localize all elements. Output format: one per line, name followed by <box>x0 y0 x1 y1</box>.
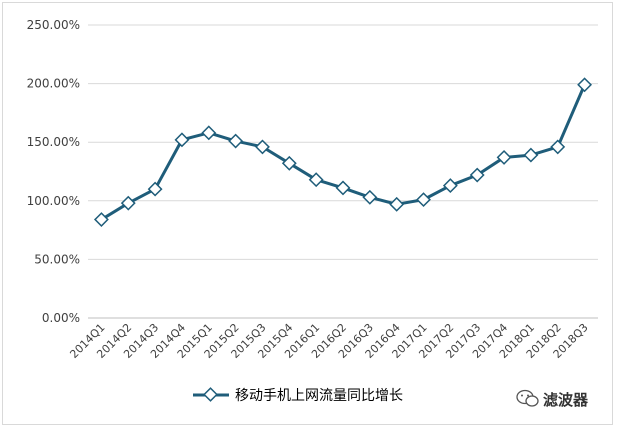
data-point <box>442 178 458 193</box>
data-point <box>174 132 190 148</box>
chart-frame: 0.00% 50.00% 100.00% 150.00% 200.00% 250.00% … <box>2 2 613 425</box>
series-line <box>100 84 586 221</box>
data-point <box>496 150 512 165</box>
data-point <box>416 192 431 208</box>
data-point <box>120 195 136 211</box>
data-point <box>335 180 351 196</box>
wechat-icon <box>516 389 539 407</box>
data-point <box>469 167 485 183</box>
watermark-text: 滤波器 <box>543 391 589 409</box>
data-point <box>577 77 593 93</box>
line-chart: 0.00%50.00%100.00%150.00%200.00%250.00% … <box>27 18 598 409</box>
data-point <box>228 133 244 149</box>
x-axis-ticks: 2014Q12014Q22014Q32014Q42015Q12015Q22015… <box>67 321 590 361</box>
legend-label: 移动手机上网流量同比增长 <box>235 388 403 404</box>
data-point <box>308 172 324 188</box>
data-point <box>523 147 539 163</box>
data-point <box>362 189 378 205</box>
data-point <box>281 155 297 171</box>
legend: 移动手机上网流量同比增长 <box>193 387 403 404</box>
y-tick-label: 100.00% <box>27 194 80 208</box>
data-point <box>255 139 270 155</box>
data-point <box>93 212 109 227</box>
data-point <box>147 181 163 197</box>
y-tick-label: 50.00% <box>34 252 80 266</box>
legend-marker-swatch <box>203 387 218 402</box>
y-tick-label: 200.00% <box>27 77 80 91</box>
y-tick-label: 250.00% <box>27 18 80 32</box>
y-axis-ticks: 0.00% 50.00% 100.00% 150.00% 200.00% 250.00% <box>27 18 80 325</box>
series-layer <box>93 77 593 227</box>
watermark: 滤波器 <box>516 389 589 409</box>
data-point <box>550 139 566 155</box>
y-tick-label: 0.00% <box>42 311 80 325</box>
y-tick-label: 150.00% <box>27 135 80 149</box>
grid-lines <box>88 24 598 319</box>
data-point <box>389 196 405 212</box>
data-point <box>201 125 217 141</box>
